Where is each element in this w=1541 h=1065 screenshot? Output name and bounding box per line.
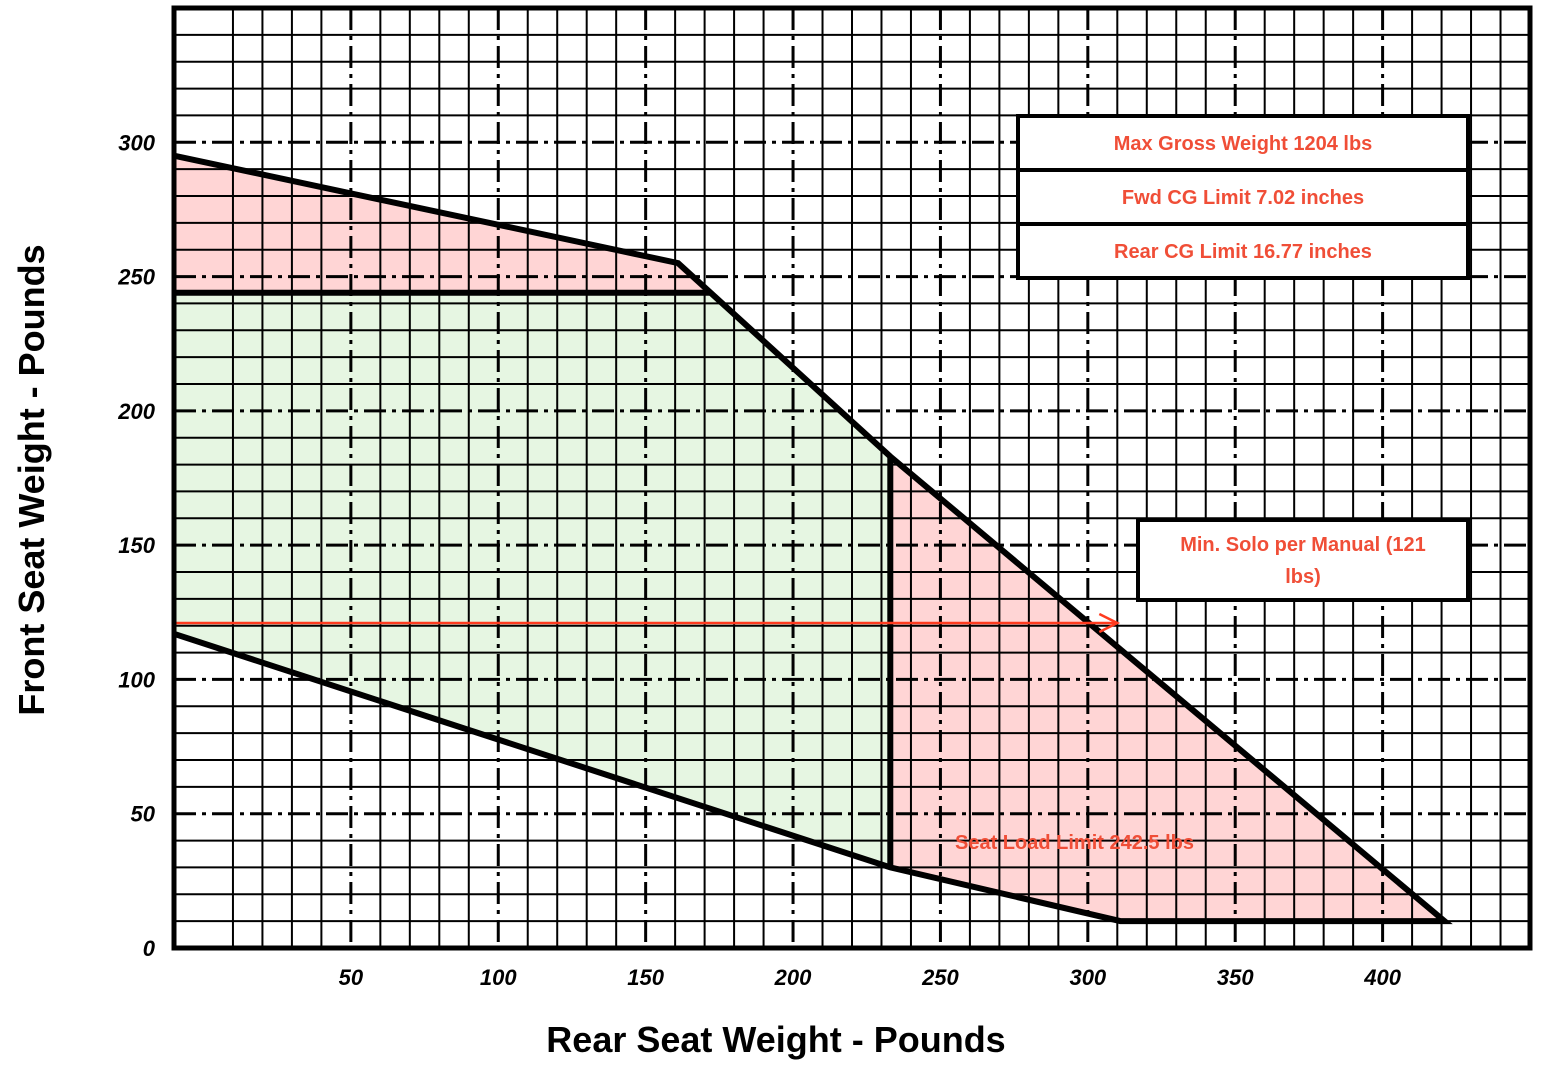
annotation-box <box>1016 114 1470 172</box>
x-axis-title: Rear Seat Weight - Pounds <box>546 1019 1005 1060</box>
annotation-text: Max Gross Weight 1204 lbs <box>1114 133 1373 155</box>
annotation-text: Min. Solo per Manual (121 <box>1180 534 1426 556</box>
annotation-box <box>1136 518 1470 602</box>
tick-labels: 50 100 150 200 250 300 350 400 0 50 100 150 200 250 30… <box>117 130 1401 990</box>
region-envelope <box>174 292 891 868</box>
x-tick-label: 200 <box>774 965 812 990</box>
plot-border <box>171 5 1533 951</box>
y-tick-label: 150 <box>118 533 155 558</box>
region-upper-limit-area <box>174 155 711 293</box>
x-tick-label: 100 <box>480 965 517 990</box>
min-solo-arrow-head <box>1098 612 1121 634</box>
y-axis-title: Front Seat Weight - Pounds <box>11 244 52 715</box>
annotation-box <box>1016 222 1470 280</box>
y-tick-label: 0 <box>143 936 156 961</box>
y-tick-label: 250 <box>117 265 155 290</box>
y-tick-label: 100 <box>118 667 155 692</box>
x-tick-label: 50 <box>339 965 364 990</box>
y-tick-label: 200 <box>117 399 155 424</box>
annotation-text: lbs) <box>1285 566 1321 588</box>
x-tick-label: 250 <box>921 965 959 990</box>
plot-frame <box>171 5 1533 951</box>
annotation-text: Fwd CG Limit 7.02 inches <box>1122 187 1364 209</box>
x-tick-label: 400 <box>1363 965 1401 990</box>
annotation-text: Rear CG Limit 16.77 inches <box>1114 241 1372 263</box>
annotations: Max Gross Weight 1204 lbs Fwd CG Limit 7.… <box>955 114 1470 854</box>
min-solo-line <box>174 612 1121 634</box>
boundary-lines <box>173 152 1453 925</box>
annotation-text: Seat Load Limit 242.5 lbs <box>955 832 1194 854</box>
x-tick-label: 300 <box>1069 965 1106 990</box>
x-tick-label: 350 <box>1217 965 1254 990</box>
y-tick-label: 300 <box>118 130 155 155</box>
x-tick-label: 150 <box>627 965 664 990</box>
y-tick-label: 50 <box>131 802 156 827</box>
